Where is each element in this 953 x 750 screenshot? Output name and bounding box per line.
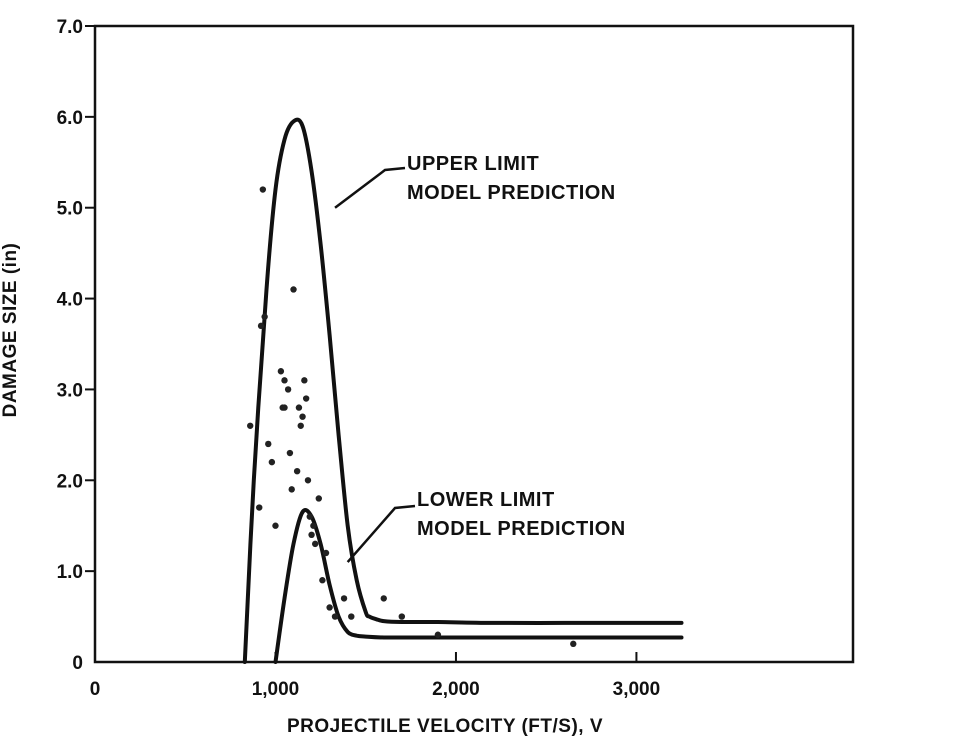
lower-limit-curve — [273, 508, 684, 664]
annotation-leader-line — [346, 504, 416, 563]
data-point — [261, 313, 268, 320]
x-axis-ticks: 0 1,000 2,000 3,000 — [90, 652, 660, 700]
data-point — [284, 386, 292, 393]
upper-limit-curve — [242, 117, 684, 664]
y-tick-label: 0 — [72, 653, 83, 674]
y-tick-label: 3.0 — [57, 380, 83, 401]
x-tick-label: 2,000 — [432, 679, 480, 700]
data-point — [257, 322, 265, 330]
data-point — [295, 404, 303, 411]
data-point — [308, 531, 315, 538]
data-point — [288, 486, 295, 493]
data-point — [306, 513, 313, 520]
data-point — [281, 377, 288, 384]
data-point — [311, 540, 319, 548]
data-point — [348, 613, 355, 620]
data-point — [281, 404, 288, 411]
y-tick-label: 2.0 — [57, 471, 83, 492]
x-axis-title: PROJECTILE VELOCITY (FT/S), V — [287, 716, 603, 737]
data-point — [286, 449, 294, 457]
curve-annotations: UPPER LIMIT MODEL PREDICTION LOWER LIMIT MO… — [334, 153, 626, 563]
data-point — [331, 613, 339, 620]
data-point — [301, 377, 308, 384]
data-point — [398, 613, 406, 620]
measured-data-points — [247, 186, 577, 648]
data-point — [277, 368, 285, 375]
data-point — [265, 440, 272, 448]
data-point — [272, 522, 279, 529]
data-point — [256, 504, 263, 511]
y-tick-label: 6.0 — [57, 108, 83, 129]
data-point — [380, 595, 387, 602]
annotation-text: MODEL PREDICTION — [417, 518, 626, 540]
plot-frame — [93, 24, 855, 664]
annotation-leader-line — [334, 166, 406, 209]
data-point — [290, 286, 297, 293]
x-tick-label: 1,000 — [252, 679, 300, 700]
y-axis-title: DAMAGE SIZE (in) — [0, 243, 21, 418]
annotation-text: UPPER LIMIT — [407, 153, 539, 175]
data-point — [299, 413, 306, 420]
data-point — [315, 495, 322, 502]
data-point — [326, 604, 333, 611]
annotation-text: LOWER LIMIT — [417, 489, 555, 511]
data-point — [304, 477, 312, 484]
model-prediction-curves — [242, 117, 684, 664]
x-tick-label: 3,000 — [613, 679, 661, 700]
data-point — [247, 422, 254, 429]
data-point — [297, 422, 304, 429]
y-tick-label: 1.0 — [57, 562, 83, 583]
x-tick-label: 0 — [90, 679, 101, 700]
y-tick-label: 4.0 — [57, 290, 83, 311]
data-point — [322, 549, 330, 557]
data-point — [268, 458, 276, 466]
y-tick-label: 7.0 — [57, 17, 83, 38]
data-point — [570, 640, 577, 648]
data-point — [302, 395, 310, 402]
data-point — [319, 577, 326, 584]
data-point — [293, 468, 301, 475]
data-point — [259, 186, 267, 193]
data-point — [434, 631, 442, 638]
y-tick-label: 5.0 — [57, 199, 83, 220]
data-point — [340, 595, 348, 602]
y-axis-ticks: 0 1.0 2.0 3.0 4.0 5.0 6.0 7.0 — [57, 17, 95, 674]
data-point — [310, 522, 317, 529]
annotation-text: MODEL PREDICTION — [407, 182, 616, 204]
